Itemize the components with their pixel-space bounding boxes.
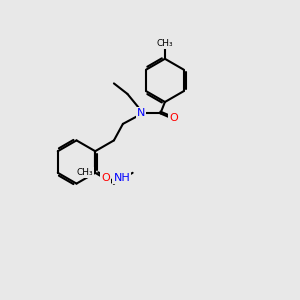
Text: O: O	[101, 173, 110, 183]
Text: O: O	[169, 113, 178, 123]
Text: NH: NH	[113, 173, 130, 183]
Text: N: N	[137, 108, 145, 118]
Text: CH₃: CH₃	[157, 39, 173, 48]
Text: CH₃: CH₃	[76, 168, 93, 177]
